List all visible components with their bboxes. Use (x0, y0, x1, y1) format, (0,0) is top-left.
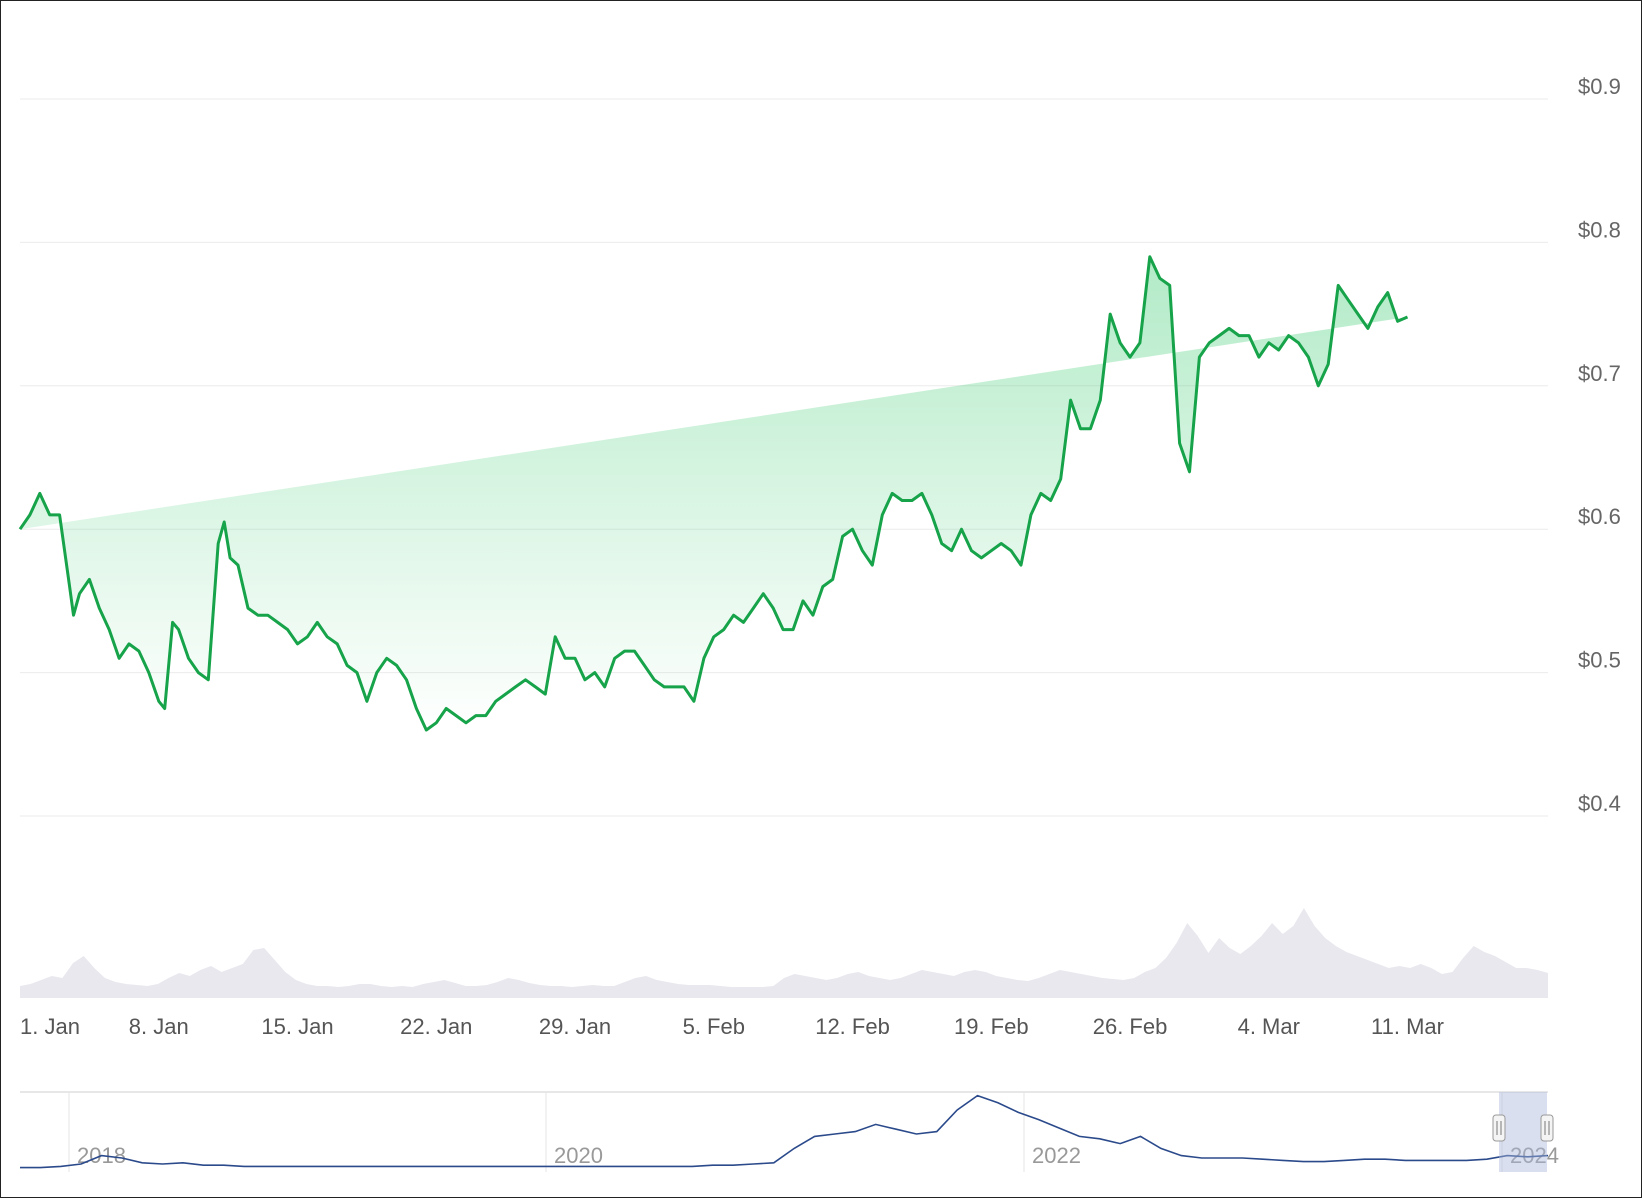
y-tick-label: $0.5 (1578, 648, 1621, 673)
x-tick-label: 22. Jan (400, 1014, 472, 1039)
navigator-year-label: 2022 (1032, 1143, 1081, 1168)
volume-area (20, 908, 1548, 998)
x-tick-label: 8. Jan (129, 1014, 189, 1039)
x-tick-label: 15. Jan (261, 1014, 333, 1039)
y-tick-label: $0.8 (1578, 217, 1621, 242)
navigator-year-label: 2020 (554, 1143, 603, 1168)
x-tick-label: 1. Jan (20, 1014, 80, 1039)
x-tick-label: 26. Feb (1093, 1014, 1168, 1039)
x-tick-label: 4. Mar (1238, 1014, 1300, 1039)
price-series (18, 255, 1409, 732)
volume-mark (20, 908, 1548, 998)
y-tick-label: $0.7 (1578, 361, 1621, 386)
y-axis: $0.4 $0.5 $0.6 $0.7 $0.8 $0.9 (1578, 74, 1621, 816)
price-area (20, 256, 1408, 730)
y-tick-label: $0.4 (1578, 791, 1621, 816)
gridlines (20, 98, 1548, 817)
y-tick-label: $0.6 (1578, 504, 1621, 529)
navigator[interactable]: 2018 2020 2022 2024 (20, 1091, 1559, 1172)
x-axis: 1. Jan 8. Jan 15. Jan 22. Jan 29. Jan 5. Feb 1… (20, 1014, 1444, 1039)
price-line (18, 255, 1409, 732)
navigator-handle[interactable] (1540, 1114, 1554, 1142)
x-tick-label: 11. Mar (1371, 1014, 1444, 1039)
x-tick-label: 29. Jan (539, 1014, 611, 1039)
navigator-handle[interactable] (1492, 1114, 1506, 1142)
navigator-line (20, 1094, 1549, 1169)
y-tick-label: $0.9 (1578, 74, 1621, 99)
x-tick-label: 19. Feb (954, 1014, 1029, 1039)
x-tick-label: 5. Feb (683, 1014, 745, 1039)
navigator-selection[interactable] (1499, 1092, 1547, 1172)
x-tick-label: 12. Feb (815, 1014, 890, 1039)
